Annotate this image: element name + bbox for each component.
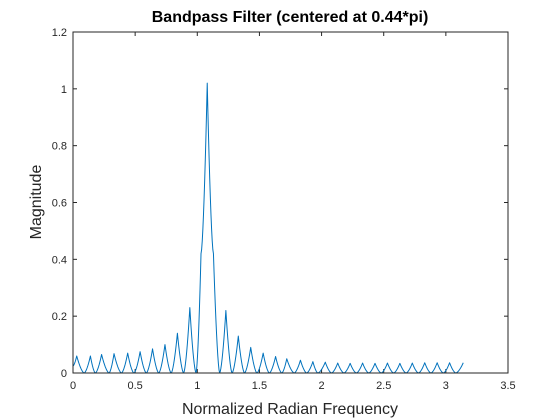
y-tick-label: 0 [61, 368, 67, 380]
y-tick-label: 0.2 [52, 311, 67, 323]
x-tick-label: 0.5 [127, 380, 142, 392]
y-tick-label: 0.6 [52, 198, 67, 210]
chart-title: Bandpass Filter (centered at 0.44*pi) [152, 9, 429, 26]
x-tick-label: 1 [194, 380, 200, 392]
series-line [72, 82, 464, 374]
x-tick-label: 2.5 [376, 380, 391, 392]
y-tick-label: 1.2 [52, 27, 67, 39]
x-axis-ticks: 0 0.5 1 1.5 2 2.5 3 3.5 [70, 32, 516, 392]
y-axis-label: Magnitude [28, 165, 45, 240]
x-tick-label: 3.5 [500, 380, 515, 392]
x-tick-label: 3 [443, 380, 449, 392]
y-tick-label: 1 [61, 84, 67, 96]
x-tick-label: 2 [319, 380, 325, 392]
x-tick-label: 1.5 [252, 380, 267, 392]
plot-area [73, 32, 508, 373]
axes-box [72, 31, 509, 374]
x-axis-label: Normalized Radian Frequency [182, 401, 398, 418]
y-axis-ticks: 0 0.2 0.4 0.6 0.8 1 1.2 [52, 27, 508, 380]
y-tick-label: 0.8 [52, 141, 67, 153]
y-tick-label: 0.4 [52, 254, 67, 266]
x-tick-label: 0 [70, 380, 76, 392]
